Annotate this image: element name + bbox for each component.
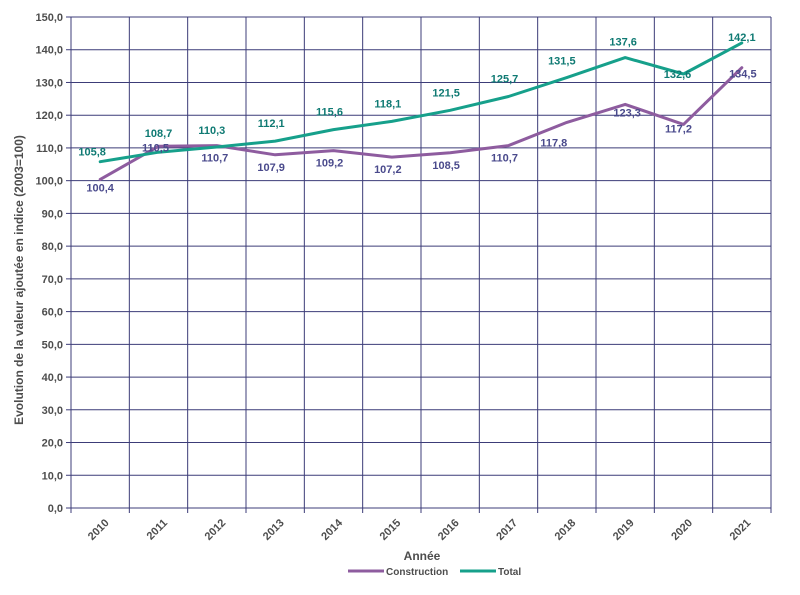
x-tick-label: 2017 [494,517,520,543]
data-label-construction: 109,2 [316,158,344,170]
legend: Construction Total [348,567,521,578]
x-tick-label: 2018 [553,517,579,543]
data-label-construction: 110,7 [491,153,518,165]
data-label-construction: 117,8 [540,137,567,149]
data-label-construction: 110,5 [142,142,169,154]
data-label-total: 108,7 [145,128,173,140]
y-tick-label: 110,0 [36,143,63,155]
series-line-total [98,41,744,164]
data-labels: 100,4 110,5 110,7 107,9 109,2 107,2 108,5 110,7… [78,32,756,194]
y-tick-label: 10,0 [42,470,63,482]
y-axis-ticks: 0,0 10,0 20,0 30,0 40,0 50,0 60,0 70,0 80,0 90,0 1… [35,12,63,515]
data-label-total: 142,1 [728,32,756,44]
y-tick-label: 70,0 [42,274,63,286]
y-tick-label: 50,0 [42,339,63,351]
y-tick-label: 80,0 [42,241,63,253]
y-tick-label: 40,0 [42,372,63,384]
series-line-construction [98,66,744,181]
x-axis-title: Année [404,549,441,563]
data-label-total: 115,6 [316,107,343,119]
y-tick-label: 100,0 [35,176,63,188]
data-label-total: 105,8 [78,147,106,159]
y-tick-label: 60,0 [42,307,63,319]
data-label-construction: 134,5 [729,69,757,81]
x-tick-label: 2015 [378,517,404,543]
y-tick-label: 90,0 [42,208,63,220]
x-tick-label: 2011 [145,517,170,542]
legend-label-construction: Construction [386,567,448,578]
data-label-total: 121,5 [432,87,460,99]
data-label-construction: 108,5 [432,160,460,172]
data-label-construction: 117,2 [665,123,692,135]
series-lines [98,41,744,181]
x-tick-label: 2021 [728,517,754,543]
x-tick-label: 2014 [319,516,345,542]
x-tick-label: 2016 [436,517,462,543]
data-label-total: 110,3 [198,125,225,137]
data-label-total: 118,1 [374,98,401,110]
data-label-total: 132,6 [664,69,692,81]
data-label-construction: 107,2 [374,164,402,176]
y-axis-title: Evolution de la valeur ajoutée en indice… [12,135,26,425]
data-label-construction: 123,3 [613,107,641,119]
y-tick-label: 140,0 [35,45,63,57]
x-tick-label: 2010 [86,517,112,543]
y-tick-label: 20,0 [42,438,63,450]
x-tick-label: 2012 [203,517,229,543]
data-label-total: 131,5 [548,56,576,68]
y-tick-label: 150,0 [35,12,63,24]
x-tick-label: 2013 [261,517,287,543]
y-tick-label: 30,0 [42,405,63,417]
legend-label-total: Total [498,567,521,578]
x-axis-ticks: 2010 2011 2012 2013 2014 2015 2016 2017 2018 2019… [86,516,753,542]
y-tick-label: 130,0 [35,77,63,89]
y-tick-label: 0,0 [48,503,63,515]
y-tick-label: 120,0 [35,110,63,122]
data-label-construction: 110,7 [201,153,228,165]
plot-grid [66,16,772,513]
data-label-total: 125,7 [491,74,519,86]
x-tick-label: 2019 [611,517,637,543]
data-label-construction: 100,4 [86,182,114,194]
data-label-total: 137,6 [609,37,637,49]
data-label-construction: 107,9 [257,162,285,174]
x-tick-label: 2020 [669,517,695,543]
data-label-total: 112,1 [258,118,285,130]
